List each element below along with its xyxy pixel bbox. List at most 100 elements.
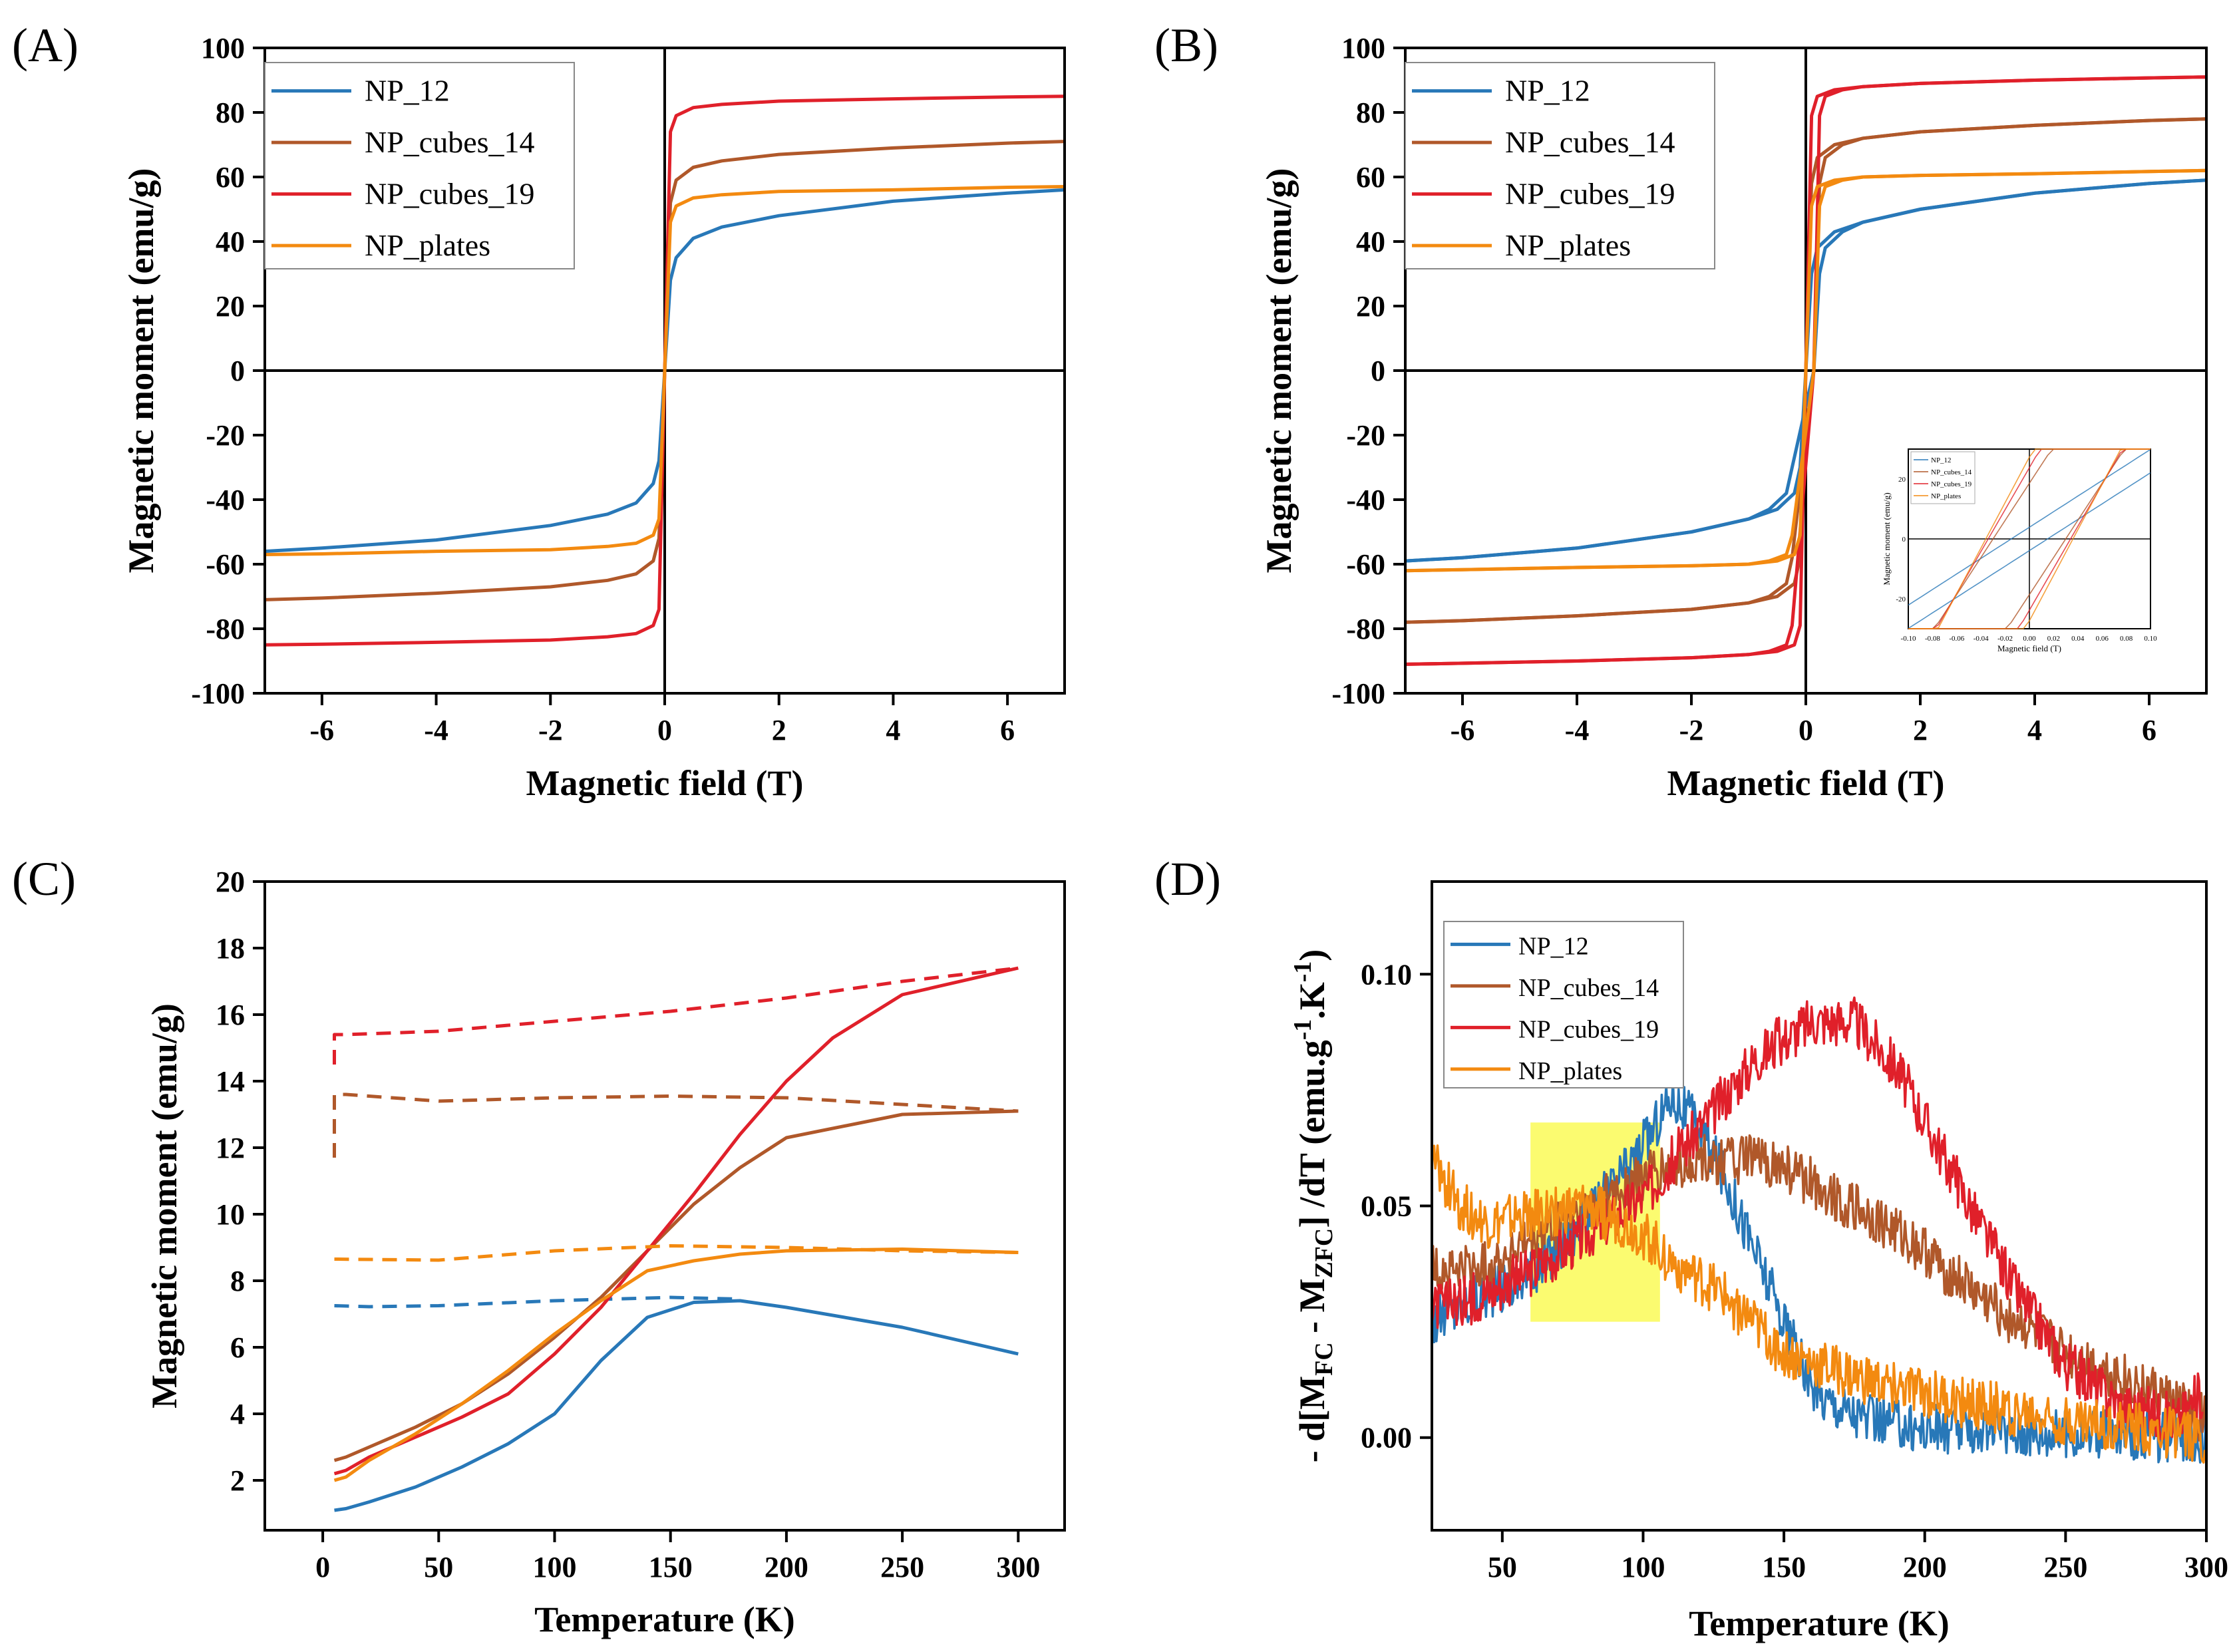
x-tick-label: 4 <box>886 714 900 746</box>
y-tick-label: 0 <box>1371 355 1385 387</box>
panel-label: (D) <box>1154 852 1221 906</box>
y-tick-label: -60 <box>206 548 245 581</box>
x-tick-label: 0 <box>315 1551 330 1583</box>
x-tick-label: 2 <box>772 714 786 746</box>
x-tick-label: 250 <box>2043 1551 2087 1583</box>
x-tick-label: 300 <box>2184 1551 2228 1583</box>
legend-entry: NP_plates <box>1505 228 1631 262</box>
inset-legend-box <box>1910 451 1975 504</box>
x-tick-label: 50 <box>424 1551 453 1583</box>
y-axis-title: Magnetic moment (emu/g) <box>1259 168 1299 574</box>
inset-x-tick-label: 0.02 <box>2047 635 2060 643</box>
y-tick-label: 40 <box>216 226 245 258</box>
series-line-np_12-zfc <box>334 1299 1019 1512</box>
legend-entry: NP_cubes_14 <box>1505 125 1675 159</box>
y-tick-label: -40 <box>206 484 245 516</box>
x-tick-label: -4 <box>424 714 448 746</box>
y-tick-label: 18 <box>216 932 245 965</box>
y-tick-label: 80 <box>1356 96 1385 129</box>
legend-box <box>1443 921 1684 1088</box>
y-tick-label: -60 <box>1346 548 1385 581</box>
y-tick-label: -100 <box>191 677 245 710</box>
legend: NP_12 NP_cubes_14 NP_cubes_19 NP_plates <box>1443 921 1684 1088</box>
y-tick-label: -80 <box>206 613 245 645</box>
y-tick-label: 40 <box>1356 226 1385 258</box>
series-group <box>1405 75 2207 666</box>
legend: NP_12 NP_cubes_14 NP_cubes_19 NP_plates <box>264 62 575 269</box>
x-tick-label: 6 <box>2142 714 2156 746</box>
x-tick-label: 100 <box>533 1551 577 1583</box>
inset-loop-ascending <box>1908 448 2150 629</box>
y-tick-label: 4 <box>230 1398 245 1430</box>
legend-entry: NP_12 <box>365 74 450 108</box>
y-tick-label: 100 <box>201 32 245 65</box>
x-tick-label: 0 <box>657 714 672 746</box>
y-tick-label: -20 <box>206 419 245 452</box>
legend-entry: NP_plates <box>1518 1057 1622 1085</box>
inset-loop-descending <box>1908 448 2151 606</box>
series-line-np_cubes_19-fc <box>333 966 1019 1065</box>
series-line-np_plates-return-branch <box>1405 168 2207 573</box>
y-tick-label: 0.05 <box>1361 1190 1412 1223</box>
legend: NP_12 NP_cubes_14 NP_cubes_19 NP_plates <box>1405 62 1715 269</box>
y-axis-title: - d[MFC - MZFC] /dT (emu.g-1.K-1) <box>1289 949 1338 1462</box>
x-tick-label: 250 <box>880 1551 924 1583</box>
legend-box <box>264 62 575 269</box>
x-tick-label: -2 <box>538 714 563 746</box>
y-tick-label: 20 <box>216 290 245 323</box>
series-line-np_cubes_19 <box>1431 996 2204 1440</box>
chart-panel-1: (A)-6 -4 -2 0 2 4 6-100-80-60-40-2002040608010… <box>12 19 1066 803</box>
x-tick-label: -6 <box>310 714 335 746</box>
chart-panel-2: (B)-6 -4 -2 0 2 4 6-100-80-60-40-2002040608010… <box>1154 19 2208 803</box>
inset-x-tick-label: -0.02 <box>1997 635 2013 643</box>
series-line-np_cubes_14-fc <box>333 1092 1019 1158</box>
inset-x-axis-title: Magnetic field (T) <box>1997 643 2061 653</box>
series-line-np_plates <box>1431 1144 2207 1464</box>
series-line-np_cubes_14-zfc <box>333 1109 1019 1462</box>
inset-x-tick-label: 0.06 <box>2096 635 2109 643</box>
series-line-np_plates <box>264 185 1065 556</box>
inset-chart: -0.10 -0.08 -0.06 -0.04 -0.02 0.00 0.02 0.04 0.0… <box>1882 448 2157 653</box>
y-axis-title-part: ZFC <box>1310 1228 1338 1279</box>
legend-entry: NP_cubes_14 <box>1518 974 1659 1002</box>
x-tick-label: 150 <box>1762 1551 1806 1583</box>
inset-x-tick-label: 0.00 <box>2023 635 2036 643</box>
y-tick-label: 0 <box>230 355 245 387</box>
series-line-np_12-fc <box>334 1295 741 1309</box>
y-tick-label: 60 <box>216 161 245 194</box>
panel-label: (C) <box>12 852 76 906</box>
y-tick-label: 0.10 <box>1361 958 1412 991</box>
y-tick-label: 12 <box>216 1132 245 1164</box>
x-tick-label: 2 <box>1913 714 1928 746</box>
y-axis-title-part: ] /dT (emu.g <box>1292 1040 1332 1228</box>
y-tick-label: 14 <box>216 1065 245 1098</box>
legend-entry: NP_cubes_19 <box>365 177 535 211</box>
y-tick-label: 20 <box>216 866 245 898</box>
y-axis-title-part: ) <box>1292 949 1332 961</box>
x-axis-title: Temperature (K) <box>534 1599 794 1639</box>
legend-entry: NP_12 <box>1518 932 1589 960</box>
inset-y-axis-title: Magnetic moment (emu/g) <box>1882 492 1892 585</box>
y-axis-title: Magnetic moment (emu/g) <box>144 1003 184 1408</box>
legend-box <box>1405 62 1715 269</box>
inset-x-tick-label: -0.08 <box>1925 635 1940 643</box>
inset-legend-entry: NP_plates <box>1931 492 1961 500</box>
inset-x-tick-label: 0.10 <box>2144 635 2157 643</box>
x-tick-label: 4 <box>2027 714 2042 746</box>
inset-y-tick-label: -20 <box>1896 595 1906 603</box>
inset-x-tick-label: -0.10 <box>1901 635 1916 643</box>
y-tick-label: -20 <box>1346 419 1385 452</box>
inset-y-tick-label: 20 <box>1898 476 1906 484</box>
y-axis-title-part: FC <box>1310 1342 1338 1375</box>
x-tick-label: 0 <box>1799 714 1813 746</box>
y-axis-title-part: -1 <box>1289 961 1317 983</box>
x-tick-label: 300 <box>996 1551 1040 1583</box>
inset-y-tick-label: 0 <box>1902 536 1906 544</box>
y-tick-label: 80 <box>216 96 245 129</box>
x-axis-title: Temperature (K) <box>1689 1603 1949 1643</box>
inset-x-tick-label: -0.04 <box>1974 635 1989 643</box>
panel-label: (B) <box>1154 19 1218 72</box>
chart-panel-4: (D) 50 100 150 200 250 300 0.00 0.05 0.10 Temperat… <box>1154 852 2228 1643</box>
y-tick-label: 6 <box>230 1331 245 1364</box>
